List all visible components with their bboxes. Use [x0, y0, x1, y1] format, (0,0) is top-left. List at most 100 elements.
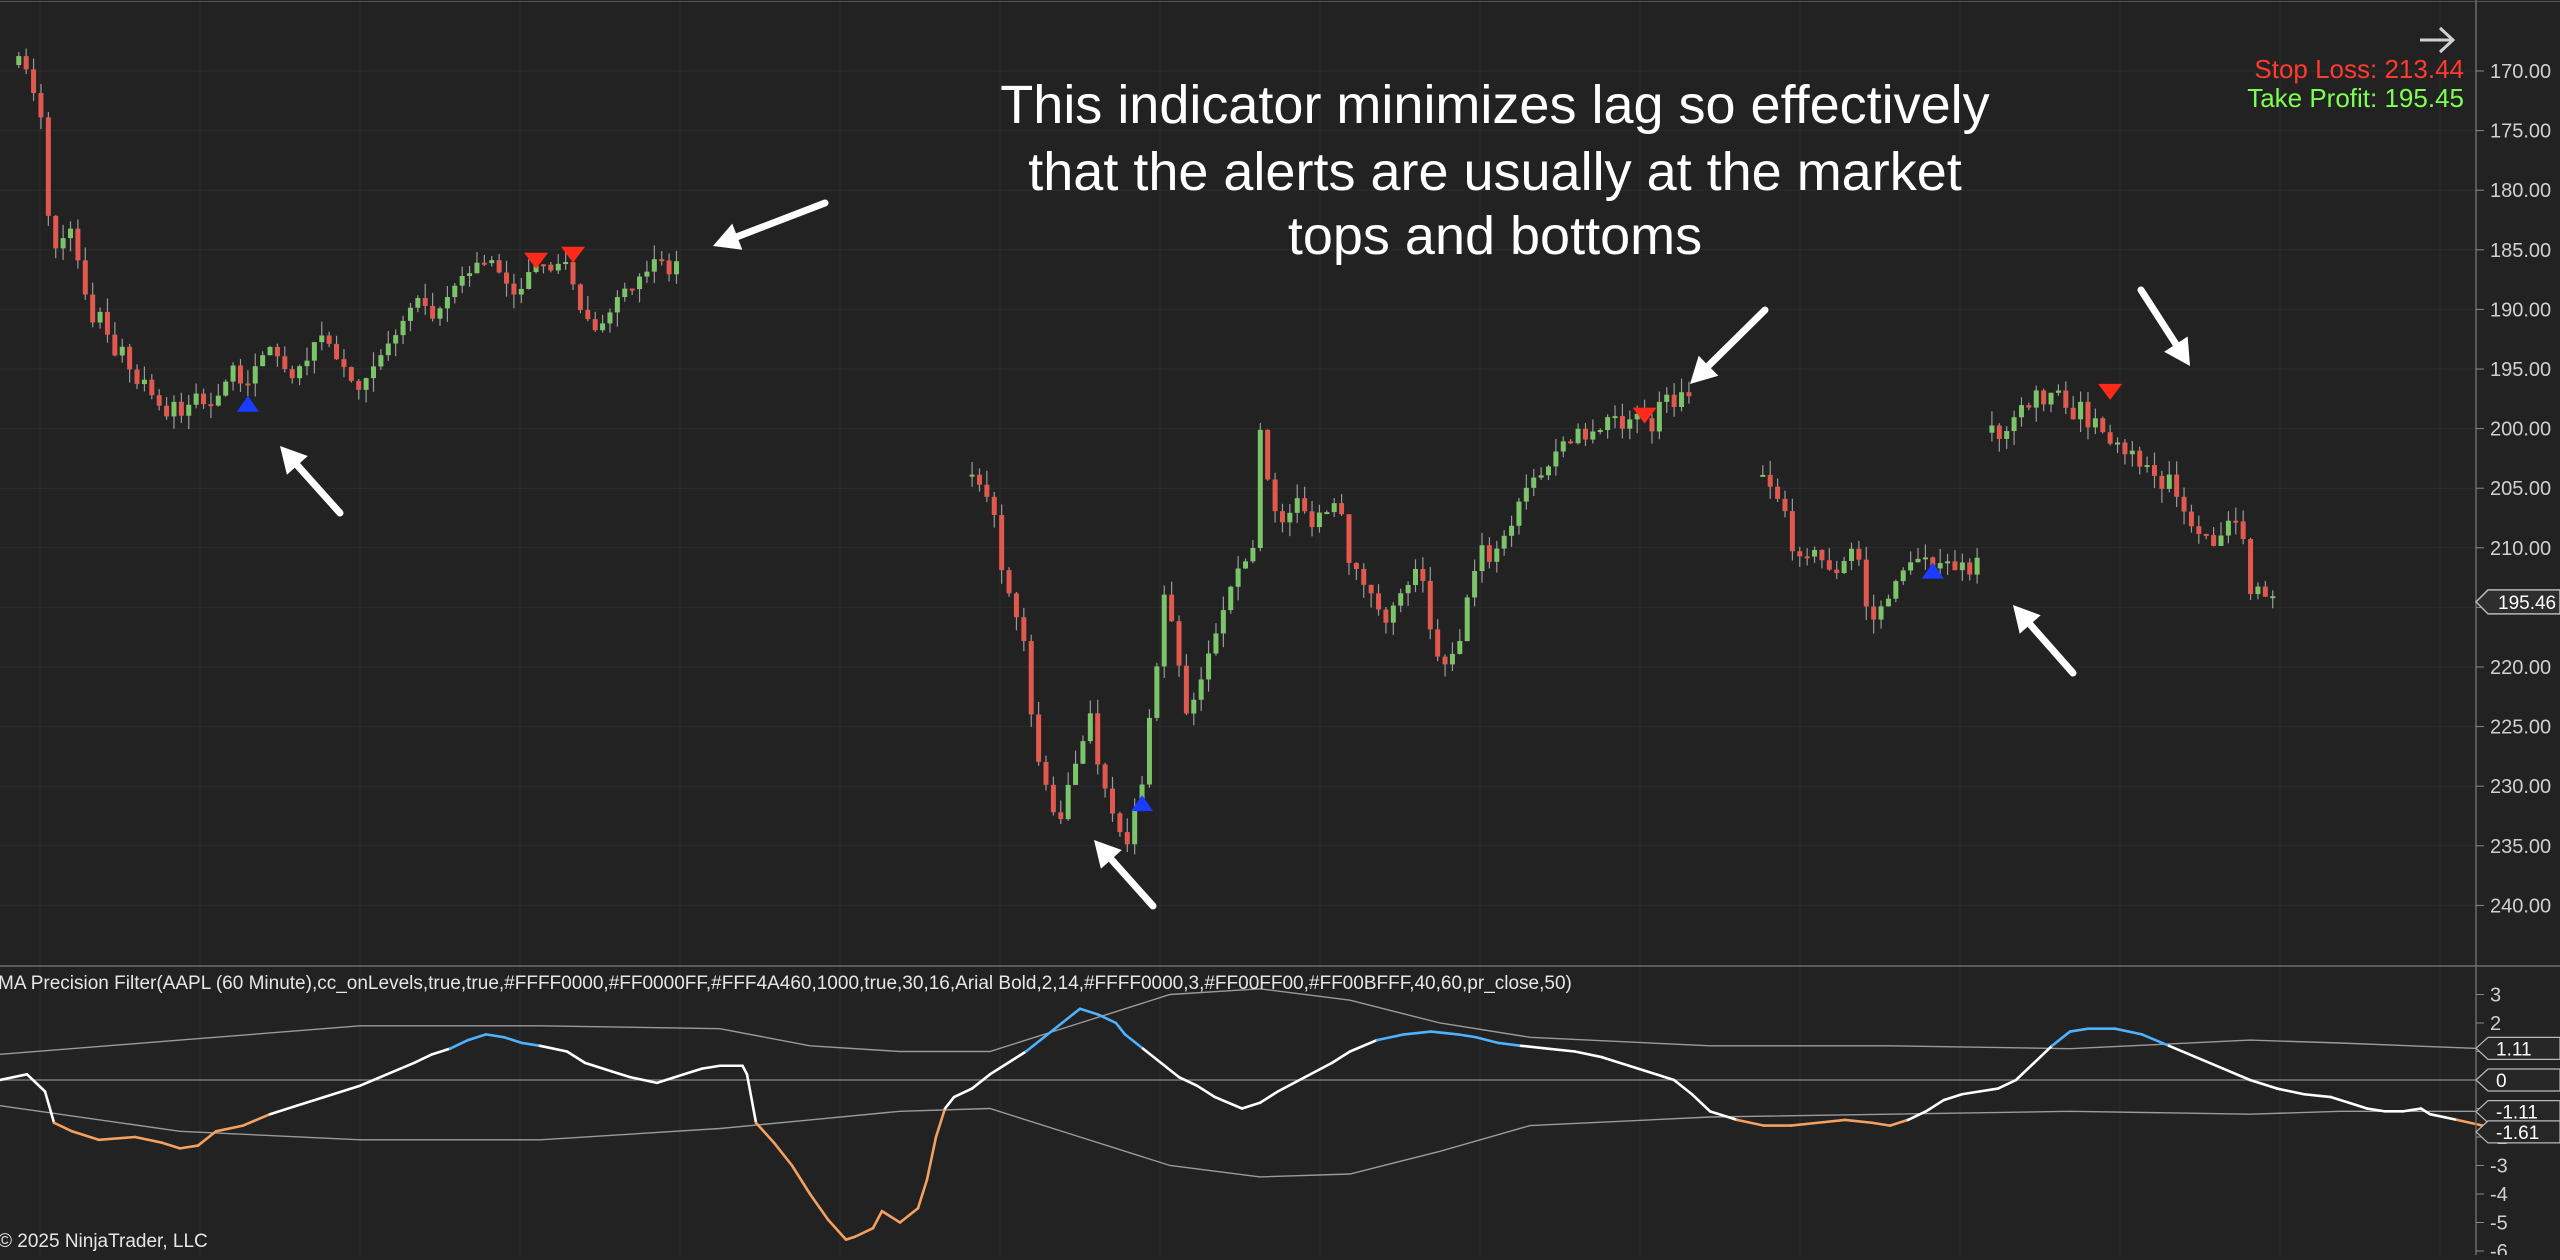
- oscillator-line-segment: [430, 1047, 452, 1056]
- oscillator-line-segment: [1078, 1007, 1100, 1016]
- oscillator-line-segment: [988, 1061, 1010, 1076]
- oscillator-line-segment: [196, 1130, 218, 1147]
- oscillator-line-segment: [565, 1050, 587, 1065]
- indicator-title: MA Precision Filter(AAPL (60 Minute),cc_…: [0, 973, 1572, 994]
- candle-body: [540, 264, 546, 267]
- candle-body: [614, 297, 620, 313]
- oscillator-line-segment: [808, 1192, 830, 1221]
- candle-body: [334, 343, 340, 360]
- oscillator-line-segment: [214, 1124, 245, 1133]
- annotation-arrow-shaft: [2026, 620, 2077, 677]
- candle-body: [75, 228, 81, 261]
- candle-body: [1065, 784, 1071, 820]
- candle-body: [1619, 416, 1625, 429]
- candle-body: [1538, 475, 1544, 478]
- candle-body: [489, 260, 495, 264]
- buy-signal-marker: [1921, 562, 1944, 579]
- oscillator-line-segment: [1474, 1035, 1500, 1045]
- candle-body: [237, 365, 243, 384]
- candle-body: [1546, 466, 1552, 476]
- candle-body: [1464, 597, 1470, 642]
- oscillator-line-segment: [1303, 1061, 1334, 1079]
- candle-body: [1117, 813, 1123, 833]
- last-price-tag: [2474, 589, 2560, 615]
- candle-body: [1442, 656, 1448, 665]
- candle-body: [1398, 593, 1404, 606]
- candle-body: [1908, 562, 1914, 571]
- candle-body: [1435, 629, 1441, 657]
- candle-body: [1420, 568, 1426, 581]
- oscillator-line-segment: [295, 1095, 326, 1107]
- oscillator-line-segment: [741, 1064, 749, 1076]
- oscillator-line-segment: [1330, 1050, 1352, 1065]
- candle-body: [245, 383, 251, 386]
- oscillator-line-segment: [2275, 1087, 2306, 1096]
- oscillator-line-segment: [2365, 1107, 2387, 1113]
- oscillator-line-segment: [1195, 1084, 1217, 1099]
- oscillator-line-segment: [1816, 1118, 1847, 1125]
- candle-body: [1849, 548, 1854, 562]
- candle-body: [555, 263, 561, 271]
- candle-body: [1582, 428, 1588, 440]
- oscillator-line-segment: [1996, 1078, 2018, 1090]
- candle-body: [119, 346, 125, 356]
- candle-body: [2233, 520, 2239, 523]
- candle-body: [149, 379, 155, 396]
- candle-body: [2085, 401, 2091, 428]
- oscillator-line-segment: [1600, 1055, 1631, 1068]
- osc-value-label: 0: [2496, 1071, 2507, 1092]
- candle-body: [481, 262, 487, 265]
- oscillator-line-segment: [502, 1035, 524, 1045]
- annotation-arrow-head: [2164, 336, 2190, 366]
- oscillator-line-segment: [2428, 1112, 2459, 1122]
- osc-value-tag: [2475, 1036, 2560, 1060]
- osc-value-label: -1.61: [2496, 1123, 2539, 1144]
- oscillator-line-segment: [1924, 1098, 1946, 1113]
- oscillator-line-segment: [538, 1044, 569, 1053]
- candle-body: [2026, 405, 2032, 408]
- candle-body: [2078, 401, 2084, 420]
- oscillator-line-segment: [1870, 1121, 1892, 1127]
- candle-body: [1767, 474, 1773, 487]
- candle-body: [356, 380, 362, 390]
- candle-body: [1095, 713, 1101, 765]
- candle-body: [1050, 784, 1056, 813]
- oscillator-line-segment: [844, 1235, 857, 1241]
- oscillator-line-segment: [2347, 1101, 2369, 1110]
- annotation-arrow-shaft: [733, 199, 829, 241]
- candle-body: [1863, 559, 1869, 607]
- oscillator-line-segment: [790, 1164, 812, 1196]
- osc-value-tag: [2475, 1100, 2560, 1124]
- candle-body: [2018, 405, 2024, 418]
- candle-body: [407, 307, 413, 321]
- candle-body: [1922, 557, 1928, 560]
- oscillator-line-segment: [1708, 1110, 1739, 1122]
- arrow-right-icon[interactable]: [2420, 26, 2456, 54]
- candle-body: [1575, 428, 1581, 444]
- candle-body: [452, 285, 458, 298]
- annotation-arrow-head: [1094, 840, 1122, 869]
- candle-body: [659, 259, 665, 262]
- candle-body: [2011, 417, 2017, 432]
- candle-body: [1819, 549, 1825, 561]
- osc-tick-label: -4: [2490, 1184, 2508, 1206]
- oscillator-line-segment: [1024, 1035, 1046, 1053]
- oscillator-line-segment: [412, 1053, 434, 1065]
- oscillator-line-segment: [934, 1107, 947, 1139]
- candle-body: [2122, 442, 2128, 455]
- candle-body: [644, 271, 650, 277]
- candle-body: [2115, 442, 2121, 445]
- candle-body: [1509, 525, 1515, 536]
- oscillator-line-segment: [1456, 1033, 1478, 1039]
- candle-body: [1080, 741, 1086, 764]
- oscillator-line-segment: [466, 1033, 488, 1042]
- osc-value-tag: [2475, 1068, 2560, 1092]
- price-axis[interactable]: 240.00235.00230.00225.00220.00215.00210.…: [2474, 0, 2560, 1260]
- candle-body: [673, 261, 679, 275]
- candle-body: [252, 366, 258, 384]
- candle-body: [622, 288, 628, 298]
- price-tick-label: 170.00: [2490, 61, 2551, 83]
- last-price-label: 195.46: [2498, 593, 2556, 614]
